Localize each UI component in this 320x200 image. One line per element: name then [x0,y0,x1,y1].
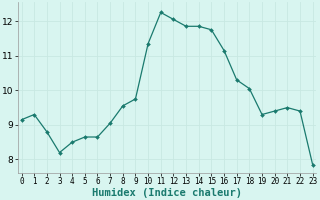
X-axis label: Humidex (Indice chaleur): Humidex (Indice chaleur) [92,188,242,198]
